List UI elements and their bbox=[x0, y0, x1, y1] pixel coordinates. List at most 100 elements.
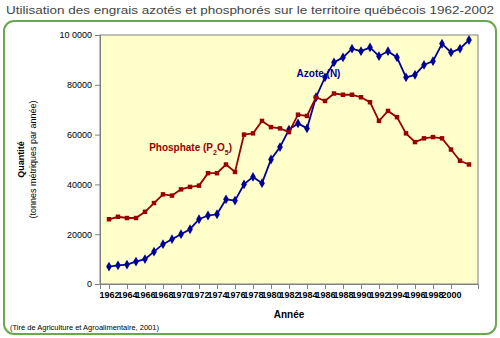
x-tick-mark bbox=[235, 284, 236, 289]
y-tick-label: 60000 bbox=[67, 130, 92, 140]
series-marker bbox=[196, 214, 202, 224]
y-tick: 20000 bbox=[67, 230, 100, 240]
series-marker bbox=[412, 70, 418, 80]
x-tick: 2000 bbox=[441, 284, 461, 300]
series-marker bbox=[233, 170, 237, 174]
series-marker bbox=[367, 43, 373, 53]
series-marker bbox=[448, 48, 454, 58]
series-line bbox=[109, 94, 469, 220]
x-tick-mark bbox=[397, 284, 398, 289]
series-marker bbox=[277, 142, 283, 152]
series-marker bbox=[376, 51, 382, 61]
series-marker bbox=[421, 60, 427, 70]
x-tick-mark bbox=[271, 284, 272, 289]
x-tick-mark bbox=[181, 284, 182, 289]
series-marker bbox=[386, 109, 390, 113]
x-tick-mark bbox=[253, 284, 254, 289]
series-marker bbox=[395, 115, 399, 119]
series-marker bbox=[188, 185, 192, 189]
source-note: (Tiré de Agriculture et Agroalimentaire,… bbox=[10, 323, 159, 332]
x-tick-mark bbox=[289, 284, 290, 289]
series-marker bbox=[161, 192, 165, 196]
y-tick: 80000 bbox=[67, 80, 100, 90]
series-marker bbox=[232, 196, 238, 206]
title: Utilisation des engrais azotés et phosph… bbox=[6, 4, 494, 16]
y-tick-label: 20000 bbox=[67, 230, 92, 240]
series-marker bbox=[413, 140, 417, 144]
series-marker bbox=[385, 46, 391, 56]
series-marker bbox=[178, 229, 184, 239]
plot: 02000040000600008000010 0000196219641966… bbox=[59, 30, 478, 300]
x-tick-mark bbox=[343, 284, 344, 289]
x-axis: 1962196419661968197019721974197619781980… bbox=[99, 284, 478, 300]
series-marker bbox=[304, 123, 310, 133]
series-marker bbox=[430, 56, 436, 66]
series-marker bbox=[169, 234, 175, 244]
series-marker bbox=[224, 162, 228, 166]
series-marker bbox=[187, 224, 193, 234]
series-marker bbox=[250, 172, 256, 182]
series-label: Azote (N) bbox=[297, 68, 341, 79]
series-marker bbox=[403, 72, 409, 82]
x-tick-mark bbox=[109, 284, 110, 289]
y-axis-title: Quantité bbox=[16, 141, 26, 178]
series-marker bbox=[394, 52, 400, 62]
y-tick-label: 40000 bbox=[67, 180, 92, 190]
series-marker bbox=[133, 257, 139, 267]
series-marker bbox=[205, 211, 211, 221]
y-axis: 02000040000600008000010 0000 bbox=[59, 30, 100, 289]
x-tick-mark bbox=[163, 284, 164, 289]
y-tick: 60000 bbox=[67, 130, 100, 140]
series-marker bbox=[197, 183, 201, 187]
series-marker bbox=[215, 171, 219, 175]
series-marker bbox=[115, 260, 121, 270]
series-marker bbox=[241, 179, 247, 189]
series-marker bbox=[106, 262, 112, 272]
series-marker bbox=[466, 35, 472, 45]
series-marker bbox=[305, 114, 309, 118]
x-tick-mark bbox=[361, 284, 362, 289]
series-marker bbox=[143, 210, 147, 214]
series-marker bbox=[467, 162, 471, 166]
y-tick-label: 0 bbox=[87, 279, 92, 289]
series-marker bbox=[358, 46, 364, 56]
x-tick-mark bbox=[451, 284, 452, 289]
series-marker bbox=[323, 99, 327, 103]
series-marker bbox=[151, 247, 157, 257]
plot-background bbox=[100, 35, 478, 284]
series-marker bbox=[458, 159, 462, 163]
series-marker bbox=[278, 126, 282, 130]
y-tick: 40000 bbox=[67, 180, 100, 190]
series-marker bbox=[214, 209, 220, 219]
x-axis-title: Année bbox=[274, 309, 305, 320]
series-area bbox=[106, 35, 472, 271]
x-tick-mark bbox=[325, 284, 326, 289]
y-axis-line bbox=[95, 36, 101, 285]
series-marker bbox=[251, 131, 255, 135]
y-tick-mark bbox=[95, 85, 100, 86]
series-marker bbox=[134, 216, 138, 220]
x-tick-mark bbox=[415, 284, 416, 289]
series-marker bbox=[116, 215, 120, 219]
series-marker bbox=[260, 119, 264, 123]
x-axis-line bbox=[101, 285, 479, 290]
series-marker bbox=[440, 136, 444, 140]
series-marker bbox=[269, 125, 273, 129]
series-line bbox=[109, 40, 469, 267]
series-marker bbox=[152, 201, 156, 205]
series-marker bbox=[287, 130, 291, 134]
x-tick-mark bbox=[127, 284, 128, 289]
y-tick-mark bbox=[95, 234, 100, 235]
series-marker bbox=[160, 239, 166, 249]
chart-frame bbox=[4, 21, 496, 334]
series-marker bbox=[242, 132, 246, 136]
y-tick-mark bbox=[95, 284, 100, 285]
series-marker bbox=[349, 44, 355, 54]
series-marker bbox=[422, 136, 426, 140]
y-tick-mark bbox=[95, 135, 100, 136]
series-marker bbox=[457, 44, 463, 54]
series-marker bbox=[124, 260, 130, 270]
y-axis-title: (tonnes métriques par année) bbox=[28, 100, 38, 218]
x-tick-mark bbox=[217, 284, 218, 289]
series-marker bbox=[107, 217, 111, 221]
